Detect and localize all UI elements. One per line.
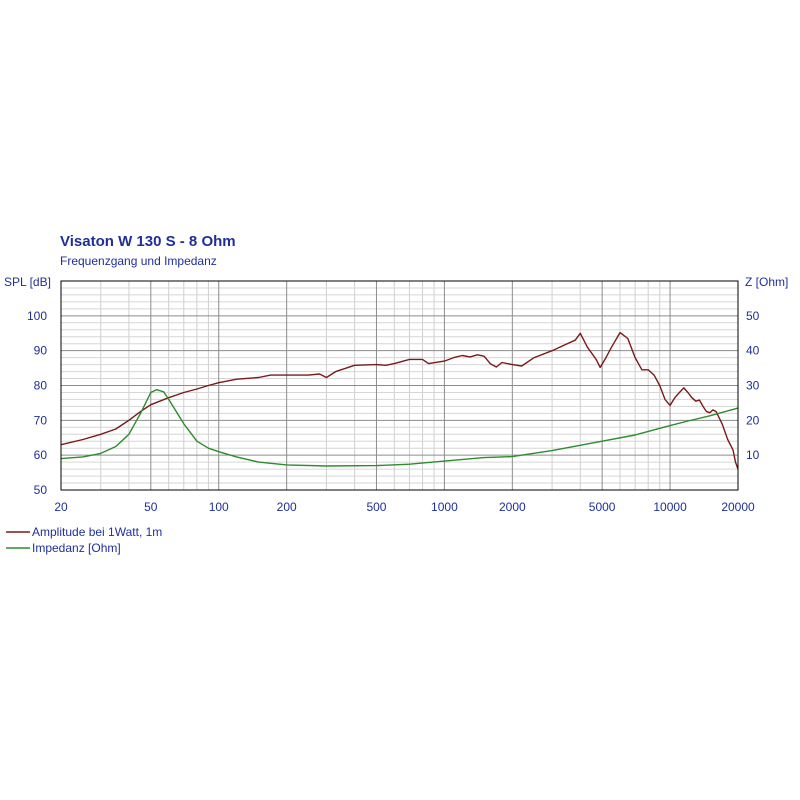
- legend: Amplitude bei 1Watt, 1m Impedanz [Ohm]: [6, 525, 162, 555]
- x-tick-label: 1000: [431, 500, 458, 514]
- y-right-axis-label: Z [Ohm]: [745, 275, 788, 289]
- y-right-tick-label: 50: [746, 309, 760, 323]
- x-tick-label: 20: [54, 500, 68, 514]
- x-tick-label: 200: [277, 500, 297, 514]
- y-left-tick-label: 70: [34, 413, 48, 427]
- x-tick-label: 100: [209, 500, 229, 514]
- y-right-tick-labels: 10 20 30 40 50: [746, 309, 760, 462]
- plot-frame: [60, 280, 739, 491]
- y-left-tick-label: 100: [27, 309, 47, 323]
- y-left-tick-label: 60: [34, 448, 48, 462]
- y-left-tick-label: 80: [34, 379, 48, 393]
- x-tick-label: 500: [366, 500, 386, 514]
- x-tick-label: 10000: [653, 500, 687, 514]
- y-left-tick-label: 50: [34, 483, 48, 497]
- x-tick-labels: 20 50 100 200 500 1000 2000 5000 10000 20000: [54, 500, 755, 514]
- x-tick-label: 5000: [589, 500, 616, 514]
- chart-subtitle: Frequenzgang und Impedanz: [60, 254, 217, 268]
- series-layer: [60, 331, 739, 470]
- y-right-tick-label: 40: [746, 344, 760, 358]
- legend-label-amplitude: Amplitude bei 1Watt, 1m: [32, 525, 162, 539]
- y-right-tick-label: 30: [746, 379, 760, 393]
- y-left-tick-label: 90: [34, 344, 48, 358]
- y-left-tick-labels: 50 60 70 80 90 100: [27, 309, 47, 497]
- x-tick-label: 2000: [499, 500, 526, 514]
- y-right-tick-label: 20: [746, 413, 760, 427]
- x-tick-label: 50: [144, 500, 158, 514]
- y-left-axis-label: SPL [dB]: [4, 275, 51, 289]
- y-right-tick-label: 10: [746, 448, 760, 462]
- legend-label-impedance: Impedanz [Ohm]: [32, 541, 121, 555]
- series-line-impedance: [60, 389, 739, 467]
- chart-title: Visaton W 130 S - 8 Ohm: [60, 233, 236, 250]
- x-tick-label: 20000: [721, 500, 755, 514]
- series-line-amplitude: [60, 331, 739, 470]
